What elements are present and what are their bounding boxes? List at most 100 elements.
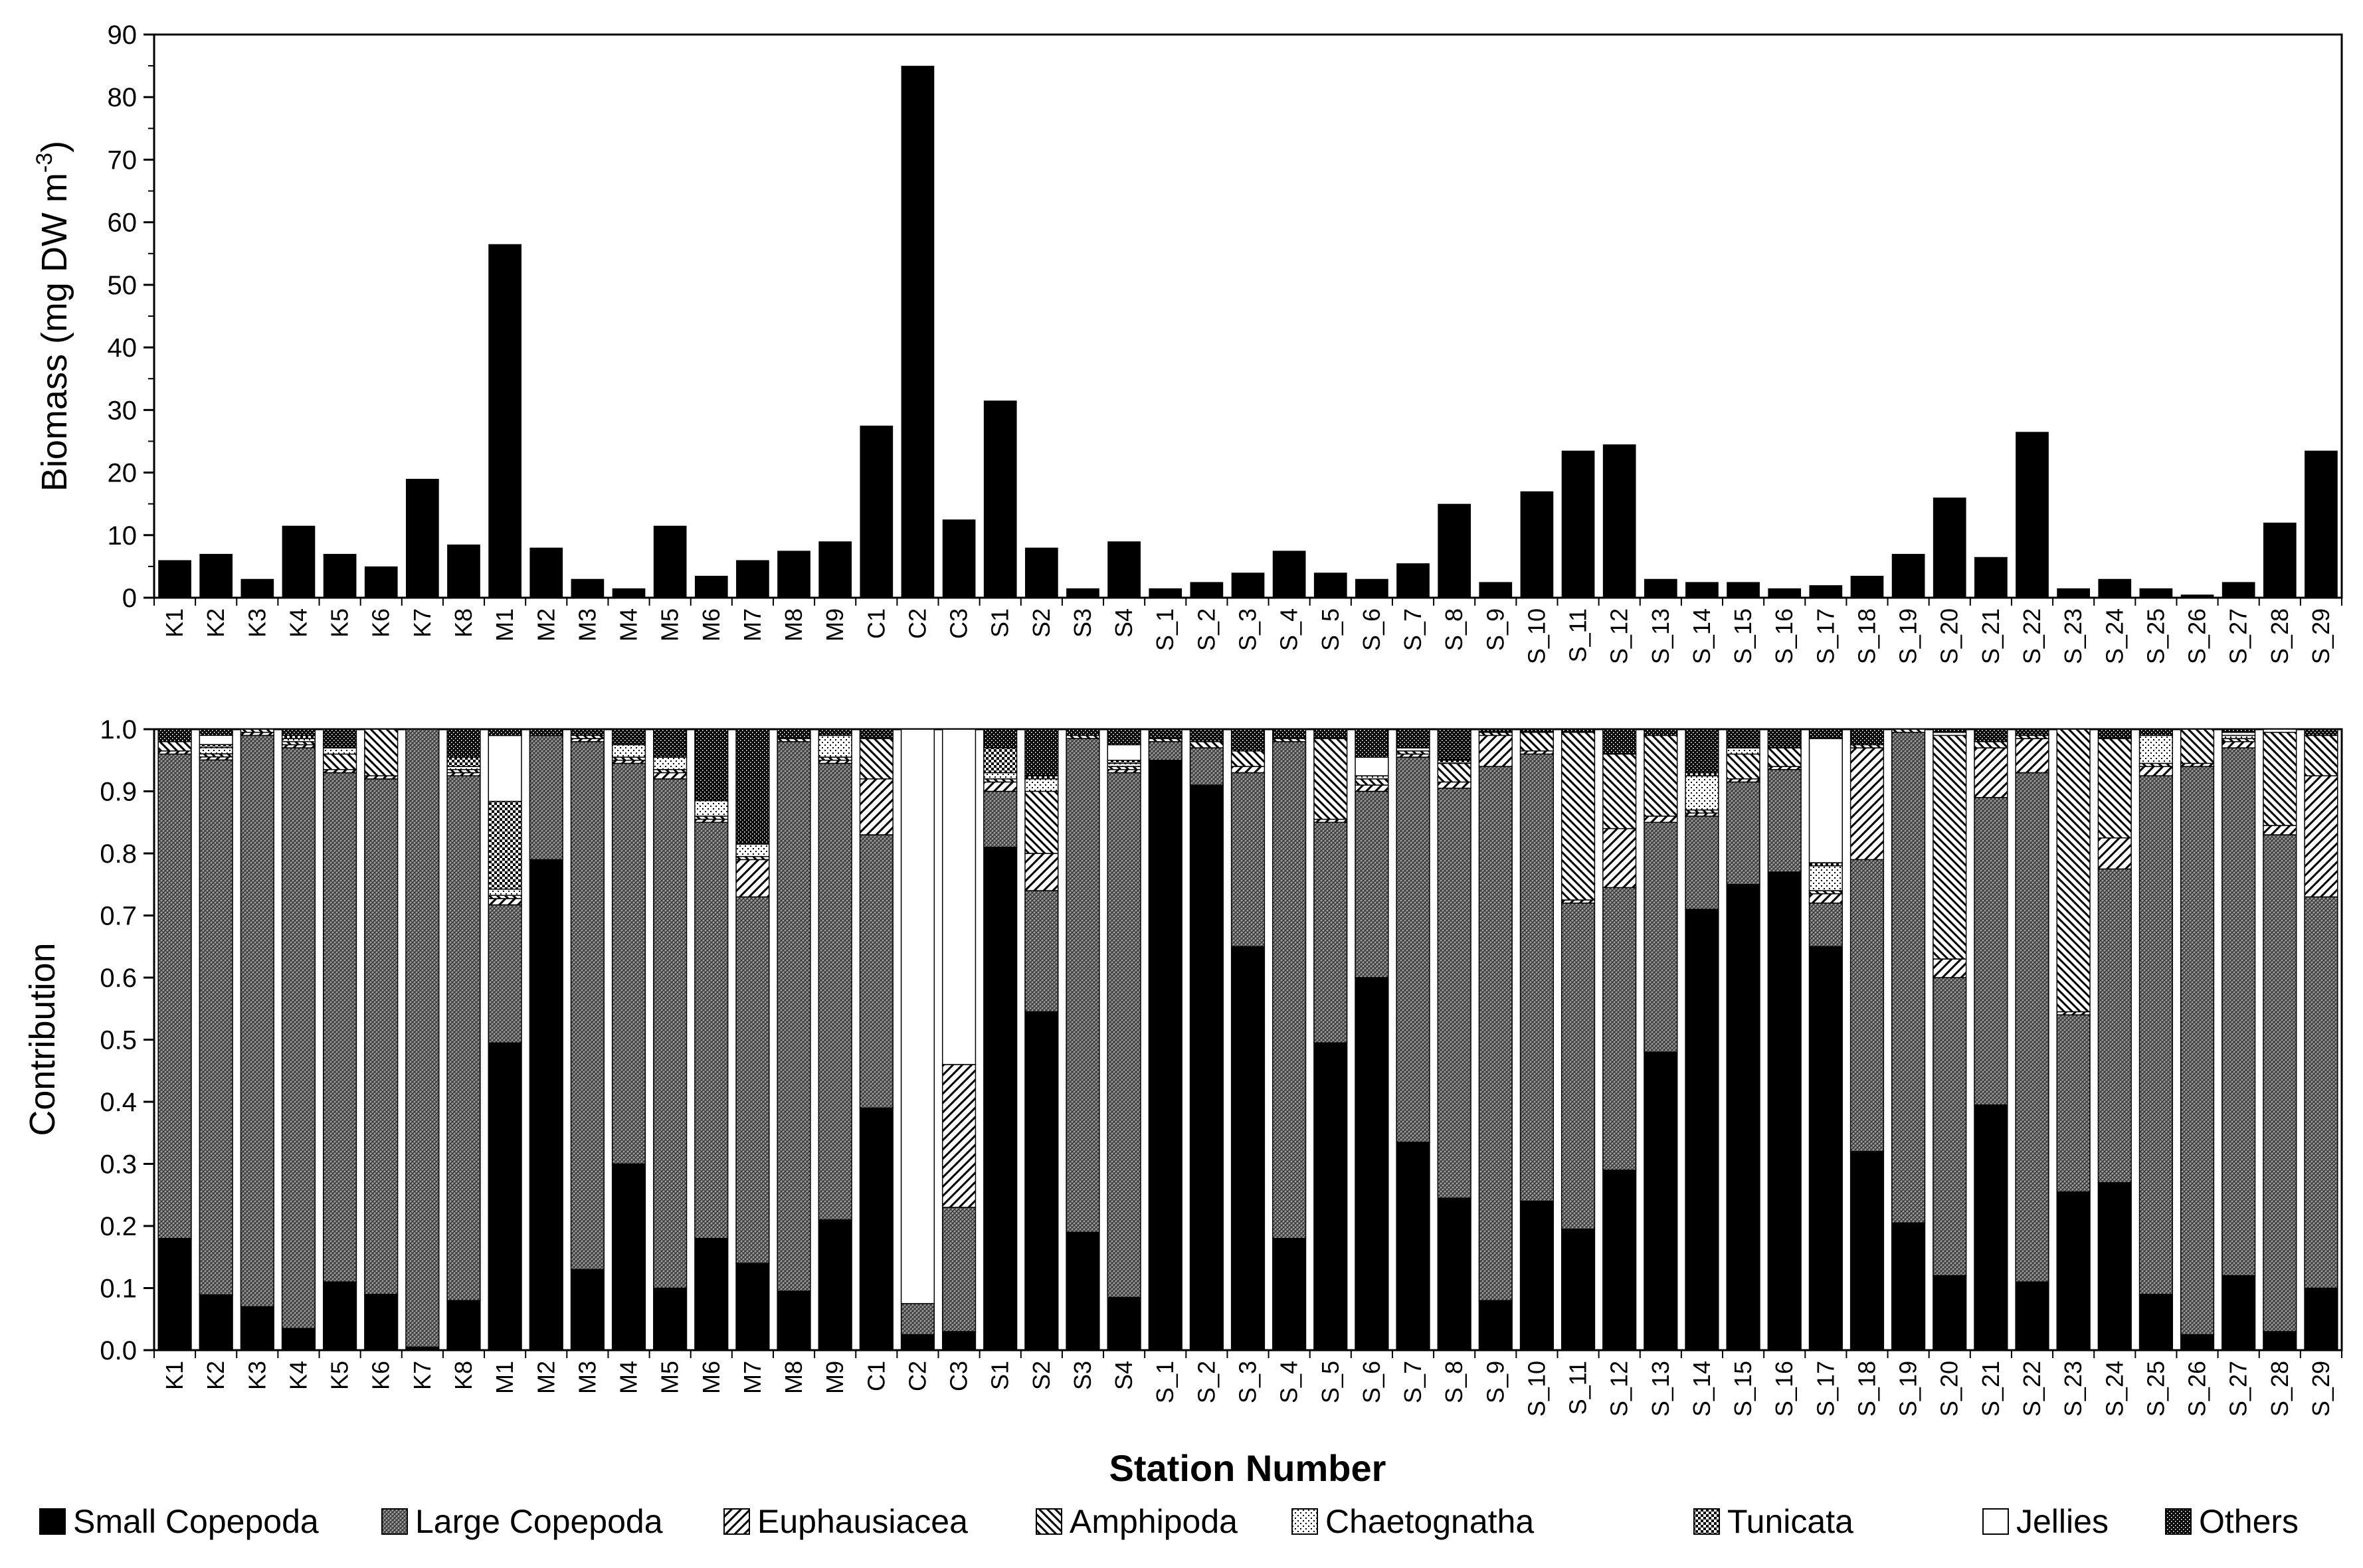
contribution-x-tick-label: S_21 bbox=[1977, 1361, 2004, 1417]
contribution-x-tick-label: S_23 bbox=[2059, 1361, 2087, 1417]
contribution-x-tick-label: S_14 bbox=[1688, 1361, 1715, 1417]
biomass-bar-s-25 bbox=[2139, 588, 2173, 598]
biomass-bar-c1 bbox=[860, 425, 894, 598]
segment-s-11-amphipoda bbox=[1560, 731, 1596, 901]
biomass-bar-k8 bbox=[447, 544, 480, 598]
segment-s4-large-copepoda bbox=[1107, 772, 1141, 1298]
segment-s-22-large-copepoda bbox=[2015, 772, 2049, 1282]
segment-c2-jellies bbox=[900, 729, 935, 1304]
segment-s-16-large-copepoda bbox=[1767, 769, 1802, 873]
biomass-x-tick-label: S_7 bbox=[1399, 608, 1426, 651]
biomass-x-tick-label: S_10 bbox=[1523, 608, 1550, 664]
segment-s-21-small-copepoda bbox=[1974, 1104, 2008, 1351]
biomass-bar-s-16 bbox=[1768, 588, 1802, 598]
segment-s2-chaetognatha bbox=[1024, 778, 1059, 792]
segment-s-24-small-copepoda bbox=[2097, 1181, 2132, 1351]
legend-swatch-chaetognatha bbox=[1291, 1508, 1318, 1535]
biomass-bar-s-28 bbox=[2263, 522, 2297, 598]
biomass-x-tick-label: S2 bbox=[1028, 608, 1055, 638]
segment-s-5-small-copepoda bbox=[1313, 1042, 1348, 1351]
biomass-x-tick-label: S_17 bbox=[1812, 608, 1839, 664]
biomass-bar-s-8 bbox=[1438, 503, 1471, 598]
segment-m4-large-copepoda bbox=[611, 762, 646, 1165]
segment-m9-small-copepoda bbox=[818, 1219, 852, 1351]
segment-s-22-euphausiacea bbox=[2015, 738, 2049, 774]
biomass-bar-s-2 bbox=[1190, 582, 1224, 598]
segment-k1-large-copepoda bbox=[157, 753, 192, 1239]
segment-s-19-amphipoda bbox=[1891, 729, 1926, 733]
segment-m8-large-copepoda bbox=[777, 740, 811, 1292]
contribution-x-tick-label: S_20 bbox=[1936, 1361, 1963, 1417]
segment-k8-small-copepoda bbox=[446, 1300, 481, 1351]
biomass-x-tick-label: K5 bbox=[326, 608, 353, 638]
contribution-x-tick-label: S_24 bbox=[2101, 1361, 2128, 1417]
segment-s-13-small-copepoda bbox=[1644, 1051, 1678, 1351]
biomass-bar-s-4 bbox=[1272, 551, 1306, 598]
segment-k5-chaetognatha bbox=[322, 747, 357, 755]
biomass-x-tick-label: C2 bbox=[903, 608, 931, 639]
biomass-x-tick-label: M7 bbox=[739, 608, 766, 642]
legend-swatch-large-copepoda bbox=[381, 1508, 408, 1535]
segment-s-5-amphipoda bbox=[1313, 738, 1348, 820]
biomass-x-tick-label: S_23 bbox=[2059, 608, 2087, 664]
biomass-bar-k6 bbox=[364, 566, 398, 598]
contribution-x-tick-label: M5 bbox=[656, 1361, 684, 1394]
segment-s-20-large-copepoda bbox=[1933, 977, 1967, 1276]
segment-c3-small-copepoda bbox=[941, 1331, 977, 1351]
segment-m1-others bbox=[488, 729, 522, 737]
segment-s-22-small-copepoda bbox=[2015, 1281, 2049, 1351]
contribution-y-tick-label: 0.2 bbox=[100, 1212, 137, 1241]
segment-k7-large-copepoda bbox=[405, 729, 440, 1348]
contribution-x-tick-label: S_17 bbox=[1812, 1361, 1839, 1417]
segment-s-11-small-copepoda bbox=[1560, 1228, 1596, 1351]
biomass-y-tick-label: 80 bbox=[108, 83, 138, 112]
segment-m1-tunicata bbox=[488, 800, 522, 890]
legend-label-tunicata: Tunicata bbox=[1727, 1503, 1853, 1540]
biomass-y-tick-label: 60 bbox=[108, 209, 138, 238]
segment-s-7-large-copepoda bbox=[1396, 756, 1430, 1143]
contribution-x-tick-label: K2 bbox=[202, 1361, 229, 1390]
biomass-y-axis-label: Biomass (mg DW m-3) bbox=[32, 141, 74, 491]
segment-s-9-euphausiacea bbox=[1478, 735, 1513, 767]
segment-k3-small-copepoda bbox=[240, 1306, 274, 1351]
segment-m6-small-copepoda bbox=[694, 1237, 729, 1351]
segment-s-28-euphausiacea bbox=[2263, 825, 2297, 835]
segment-s-25-large-copepoda bbox=[2138, 775, 2174, 1295]
segment-s-10-others bbox=[1519, 729, 1555, 733]
legend-swatch-tunicata bbox=[1693, 1508, 1720, 1535]
segment-s-9-small-copepoda bbox=[1478, 1300, 1513, 1351]
biomass-bar-m6 bbox=[694, 576, 728, 598]
biomass-bar-k5 bbox=[323, 554, 357, 598]
legend-label-jellies: Jellies bbox=[2016, 1503, 2109, 1540]
biomass-x-tick-label: S_28 bbox=[2266, 608, 2293, 664]
biomass-bar-s-29 bbox=[2305, 450, 2338, 598]
segment-s-28-large-copepoda bbox=[2263, 834, 2297, 1332]
contribution-x-tick-label: M9 bbox=[821, 1361, 848, 1394]
biomass-x-tick-label: S_8 bbox=[1440, 608, 1467, 651]
segment-s2-others bbox=[1024, 729, 1059, 776]
segment-m7-small-copepoda bbox=[735, 1263, 770, 1351]
biomass-x-tick-label: K8 bbox=[450, 608, 477, 638]
biomass-y-tick-label: 50 bbox=[108, 271, 138, 300]
segment-s-13-euphausiacea bbox=[1644, 816, 1678, 824]
contribution-x-tick-label: S_22 bbox=[2018, 1361, 2045, 1417]
biomass-bar-s-24 bbox=[2098, 578, 2132, 598]
biomass-bar-s-3 bbox=[1231, 572, 1265, 598]
segment-s-2-amphipoda bbox=[1189, 740, 1224, 748]
segment-s1-small-copepoda bbox=[983, 846, 1018, 1351]
biomass-bar-m3 bbox=[571, 578, 605, 598]
biomass-x-tick-label: S_19 bbox=[1895, 608, 1922, 664]
contribution-x-tick-label: K6 bbox=[367, 1361, 395, 1390]
biomass-x-tick-label: S_26 bbox=[2184, 608, 2211, 664]
segment-s-29-small-copepoda bbox=[2304, 1287, 2338, 1351]
biomass-x-tick-label: S_14 bbox=[1688, 608, 1715, 664]
contribution-x-tick-label: M7 bbox=[739, 1361, 766, 1394]
contribution-x-tick-label: K4 bbox=[284, 1361, 312, 1390]
biomass-y-ticks: 0 10 20 30 40 50 60 70 80 90 bbox=[108, 21, 154, 613]
segment-s4-small-copepoda bbox=[1107, 1296, 1141, 1351]
segment-c2-small-copepoda bbox=[900, 1334, 935, 1351]
biomass-bar-s-14 bbox=[1685, 582, 1719, 598]
segment-s-16-small-copepoda bbox=[1767, 871, 1802, 1351]
segment-s2-large-copepoda bbox=[1024, 890, 1059, 1013]
